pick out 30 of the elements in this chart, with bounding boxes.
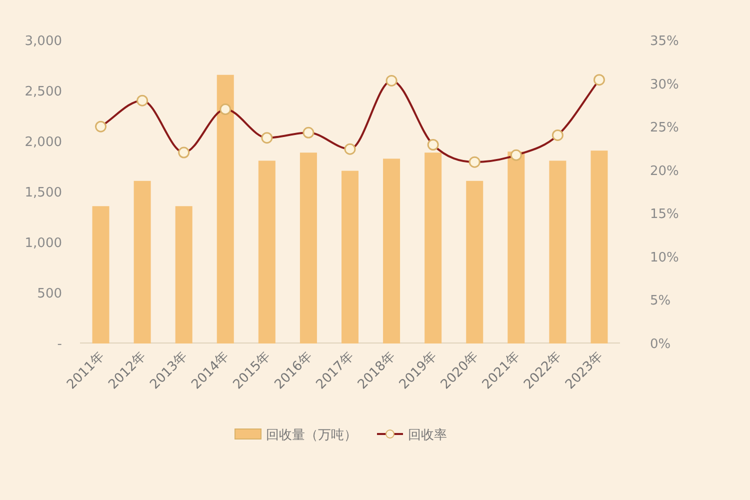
y-tick-label: 1,000 — [24, 236, 62, 251]
y2-tick-label: 10% — [650, 250, 679, 266]
bar — [258, 160, 276, 344]
y2-tick-label: 25% — [650, 120, 679, 136]
bar — [466, 180, 484, 344]
bar — [342, 170, 358, 344]
bar — [175, 206, 192, 344]
bar — [300, 152, 317, 344]
legend-label: 回收量（万吨） — [266, 428, 357, 443]
bar — [508, 152, 525, 344]
bar — [92, 206, 110, 344]
bar — [590, 150, 608, 344]
y-tick-label: 1,500 — [24, 186, 62, 200]
bar — [216, 74, 234, 344]
y2-tick-label: 0% — [650, 337, 671, 352]
legend-label: 回收率 — [408, 427, 447, 443]
bar — [549, 160, 566, 344]
y2-tick-label: 15% — [650, 207, 679, 222]
y-tick-label: 3,000 — [24, 34, 62, 49]
y2-tick-label: 30% — [650, 77, 679, 92]
y-tick-label: 500 — [37, 286, 62, 302]
y2-tick-label: 20% — [650, 164, 679, 179]
y-tick-label: 2,000 — [24, 135, 62, 150]
y2-tick-label: 5% — [650, 294, 671, 309]
bar — [134, 180, 151, 344]
bar — [424, 152, 442, 344]
y-tick-label: 2,500 — [24, 84, 62, 100]
bar — [383, 158, 400, 344]
y-tick-label: - — [57, 337, 62, 352]
y2-tick-label: 35% — [650, 34, 679, 49]
